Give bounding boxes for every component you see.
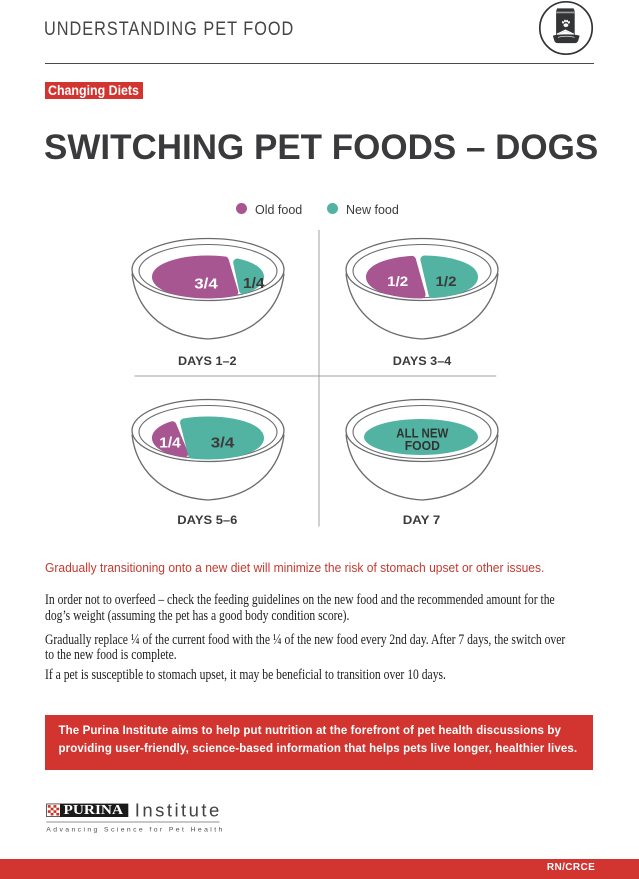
- svg-text:1/4: 1/4: [159, 436, 181, 452]
- svg-text:ALL NEW: ALL NEW: [396, 425, 449, 440]
- svg-text:DAYS 3–4: DAYS 3–4: [393, 354, 452, 368]
- svg-text:PURINA: PURINA: [64, 802, 124, 817]
- svg-text:3/4: 3/4: [211, 435, 235, 452]
- svg-text:3/4: 3/4: [194, 276, 218, 293]
- svg-text:Institute: Institute: [135, 800, 220, 821]
- svg-text:1/2: 1/2: [436, 273, 457, 289]
- svg-text:FOOD: FOOD: [405, 438, 440, 453]
- svg-text:1/2: 1/2: [387, 273, 408, 289]
- svg-text:DAYS 5–6: DAYS 5–6: [177, 513, 237, 527]
- svg-text:DAYS 1–2: DAYS 1–2: [178, 354, 237, 368]
- svg-text:1/4: 1/4: [243, 276, 265, 292]
- svg-text:Advancing Science for Pet Heal: Advancing Science for Pet Health: [46, 827, 222, 834]
- svg-text:DAY 7: DAY 7: [403, 513, 441, 527]
